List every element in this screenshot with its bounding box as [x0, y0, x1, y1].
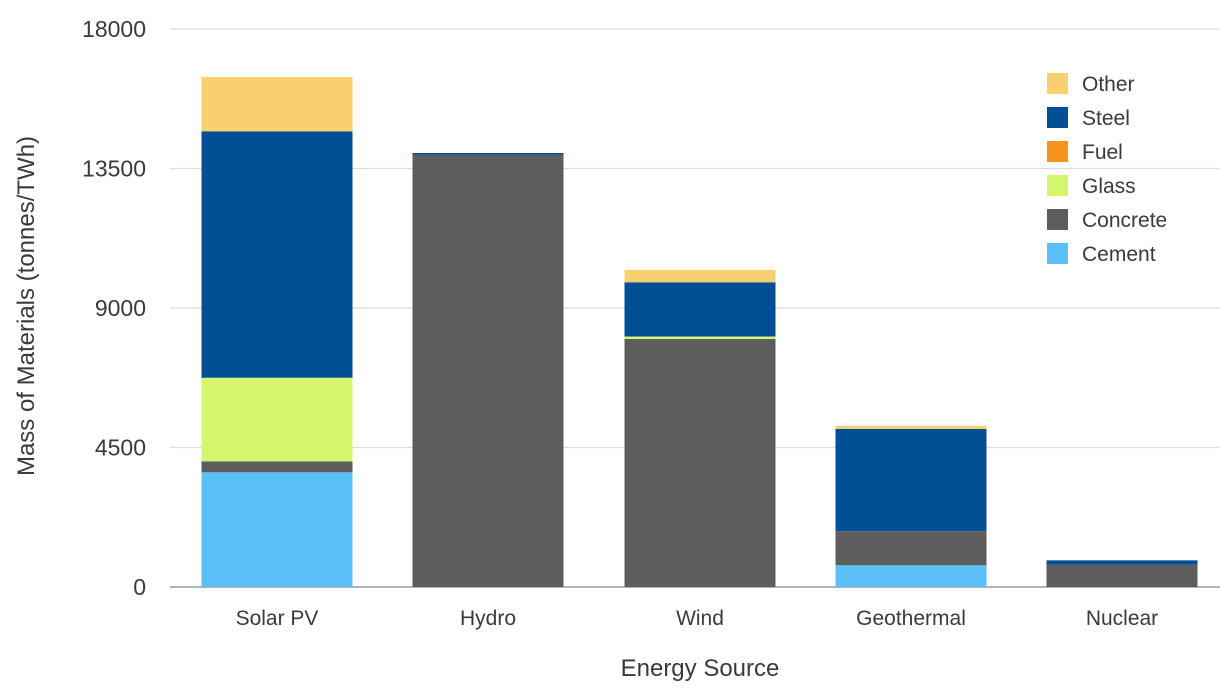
legend-swatch-other	[1047, 73, 1068, 94]
bar-segment-steel-wind	[624, 282, 776, 337]
bar-segment-steel-geothermal	[835, 428, 987, 532]
bar-segment-concrete-wind	[624, 339, 776, 587]
x-axis-title: Energy Source	[621, 655, 780, 682]
legend: Other Steel Fuel Glass Concrete Cement	[1047, 73, 1167, 266]
y-tick-label: 4500	[95, 435, 146, 461]
y-axis-title: Mass of Materials (tonnes/TWh)	[13, 136, 40, 476]
legend-label-steel: Steel	[1082, 107, 1130, 130]
legend-label-fuel: Fuel	[1082, 141, 1123, 164]
legend-label-glass: Glass	[1082, 175, 1136, 198]
bar-segment-steel-solar-pv	[201, 131, 353, 378]
bar-segment-other-geothermal	[835, 425, 987, 429]
y-tick-label: 0	[133, 574, 146, 600]
x-tick-labels: Solar PV Hydro Wind Geothermal Nuclear	[236, 607, 1159, 630]
y-tick-labels: 0 4500 9000 13500 18000	[82, 16, 146, 600]
legend-swatch-steel	[1047, 107, 1068, 128]
bar-segment-concrete-geothermal	[835, 531, 987, 566]
bar-segment-other-wind	[624, 269, 776, 283]
bar-segment-other-solar-pv	[201, 77, 353, 132]
legend-label-cement: Cement	[1082, 243, 1156, 266]
bar-segment-glass-solar-pv	[201, 377, 353, 462]
bar-segment-concrete-solar-pv	[201, 461, 353, 473]
bar-segment-cement-geothermal	[835, 565, 987, 587]
legend-swatch-glass	[1047, 175, 1068, 196]
legend-swatch-fuel	[1047, 141, 1068, 162]
legend-label-concrete: Concrete	[1082, 209, 1167, 232]
x-tick-label: Solar PV	[236, 607, 319, 630]
x-tick-label: Wind	[676, 607, 724, 630]
bar-segment-concrete-hydro	[412, 154, 564, 588]
bar-segment-steel-hydro	[412, 153, 564, 155]
legend-swatch-concrete	[1047, 209, 1068, 230]
bar-segment-cement-solar-pv	[201, 472, 353, 587]
bar-segment-steel-nuclear	[1046, 560, 1198, 565]
bar-segment-concrete-nuclear	[1046, 564, 1198, 587]
y-tick-label: 9000	[95, 295, 146, 321]
bars	[201, 77, 1198, 588]
legend-swatch-cement	[1047, 243, 1068, 264]
y-tick-label: 13500	[82, 156, 146, 182]
x-tick-label: Geothermal	[856, 607, 966, 630]
bar-segment-glass-wind	[624, 336, 776, 339]
legend-label-other: Other	[1082, 73, 1135, 96]
y-tick-label: 18000	[82, 16, 146, 42]
x-tick-label: Nuclear	[1086, 607, 1158, 630]
x-tick-label: Hydro	[460, 607, 516, 630]
